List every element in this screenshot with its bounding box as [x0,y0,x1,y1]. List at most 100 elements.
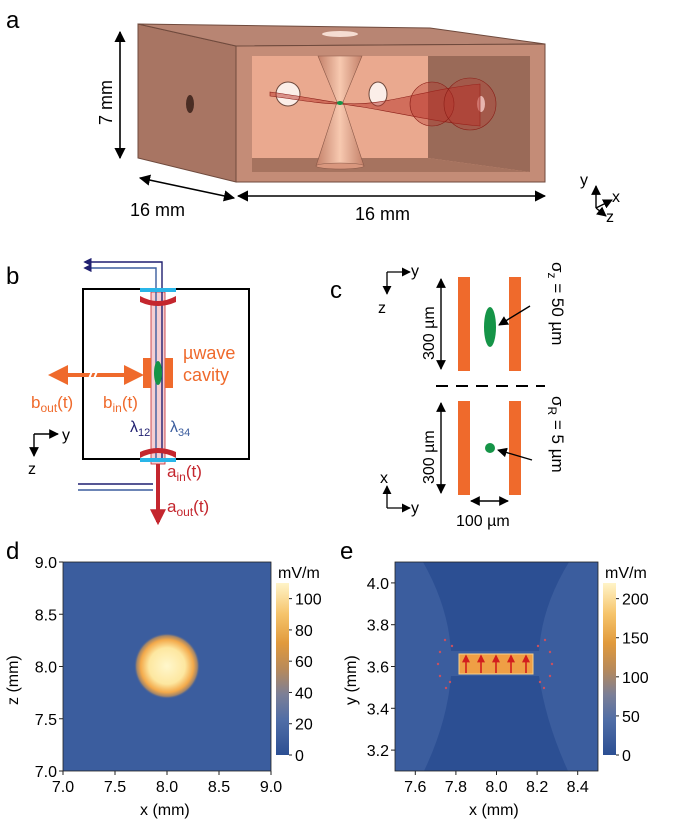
d-ctick-label: 40 [295,685,313,702]
dim-bot-label: 300 µm [421,430,438,484]
electrode-left-bot [458,401,470,495]
atom-cloud-z [484,307,496,347]
colorbar-e [603,583,616,755]
b-out-label: bout(t) [31,393,73,415]
fringe-dot [443,638,447,642]
b-in-label: bin(t) [103,393,138,415]
atom-cloud-b [154,361,162,385]
axes-triad-b: y z [28,427,70,478]
heatmap-e-yticks: 3.2 3.4 3.6 3.8 4.0 [367,576,395,760]
a-out-label: aout(t) [167,497,209,519]
a-in-label: ain(t) [167,462,202,484]
d-xtick-label: 9.0 [260,779,282,796]
axes-triad-c-top: y z [378,263,419,317]
uwave-label-1: µwave [183,343,235,363]
sigma-r-label: σR = 5 µm [545,396,567,473]
axes-triad-a: y x z [580,172,620,226]
depth-dim-label: 16 mm [130,200,185,220]
e-ctick-label: 50 [622,709,640,726]
fringe-dot [548,650,552,654]
colorbar-d-ticks: 0 20 40 60 80 100 [289,592,322,765]
top-hole [322,31,358,37]
atom-center [337,101,343,105]
e-xtick-label: 8.0 [485,779,507,796]
fringe-dot [538,680,542,684]
blue-beam-top-1 [83,257,163,460]
e-xtick-label: 8.4 [567,779,589,796]
electrode-left-top [458,277,470,371]
e-ytick-label: 3.6 [367,660,389,677]
axis-c-bot-y: y [411,500,419,517]
d-ytick-label: 7.0 [35,764,57,781]
axis-a-y: y [580,172,588,189]
bottom-mirror [140,448,176,458]
beam-circle-1 [409,81,455,127]
field-arrows [462,654,530,673]
fringe-dots [436,638,554,690]
panel-e: e 7.6 7.8 8.0 8.2 8.4 3.2 3.4 3.6 3.8 4.0 x (mm)… [340,538,649,819]
heatmap-d-xlabel: x (mm) [140,802,190,819]
panel-a-label: a [6,7,20,34]
electrode-right-bot [509,401,521,495]
heatmap-e-xlabel: x (mm) [469,802,519,819]
colorbar-d [276,583,289,755]
panel-a: a 7 mm 16 mm 16 mm y [6,7,620,226]
d-xtick-label: 8.5 [208,779,230,796]
axis-c-top-z: z [378,300,386,317]
panel-d: d 7.0 7.5 8.0 8.5 9.0 7.0 7.5 8.0 8.5 9.0 x (mm)… [5,538,322,819]
dim-width-label: 100 µm [456,513,510,530]
depth-dim-line [138,174,236,202]
e-ytick-label: 4.0 [367,576,389,593]
axis-c-top-y: y [411,263,419,280]
d-ytick-label: 8.5 [35,607,57,624]
panel-e-label: e [340,538,353,565]
top-mirror [140,296,176,306]
height-dim-label: 7 mm [96,80,116,125]
colorbar-e-ticks: 0 50 100 150 200 [616,592,649,765]
axis-b-z: z [28,461,36,478]
fringe-dot [438,650,442,654]
panel-b-label: b [6,263,19,290]
d-ctick-label: 80 [295,623,313,640]
axis-c-bot-x: x [380,470,388,487]
uwave-electrode-right [165,358,173,388]
fringe-dot [450,644,454,648]
line-break-1 [87,368,94,382]
d-ctick-label: 20 [295,717,313,734]
heatmap-d-ylabel: z (mm) [5,655,22,705]
d-ytick-label: 7.5 [35,712,57,729]
side-hole [186,95,194,113]
fringe-dot [542,686,546,690]
panel-d-label: d [6,538,19,565]
dim-top-label: 300 µm [421,306,438,360]
fringe-dot [536,644,540,648]
fringe-dot [438,674,442,678]
d-ctick-label: 100 [295,592,322,609]
axes-triad-c-bot: x y [380,470,419,517]
sigma-z-pointer [498,305,531,326]
beam-circle-2 [443,77,497,131]
electrode-e-top [423,562,569,651]
fringe-dot [448,680,452,684]
colorbar-d-label: mV/m [278,565,320,582]
lambda12-label: λ12 [130,419,150,439]
fringe-dot [550,662,554,666]
heatmap-e-ylabel: y (mm) [343,655,360,705]
e-xtick-label: 8.2 [526,779,548,796]
axis-a-x: x [612,189,620,206]
sigma-r-pointer [497,447,533,461]
heatmap-d-yticks: 7.0 7.5 8.0 8.5 9.0 [35,555,63,781]
d-xtick-label: 7.5 [104,779,126,796]
colorbar-e-label: mV/m [605,565,647,582]
uwave-label-2: cavity [183,365,229,385]
electrode-right-top [509,277,521,371]
d-ctick-label: 60 [295,654,313,671]
top-mirror-window [140,288,176,292]
line-break-2 [92,368,99,382]
axis-a-z: z [606,209,614,226]
bottom-mirror-window [140,458,176,462]
sigma-z-label: σz = 50 µm [545,262,567,345]
atom-cloud-r [485,443,495,453]
fringe-dot [548,674,552,678]
